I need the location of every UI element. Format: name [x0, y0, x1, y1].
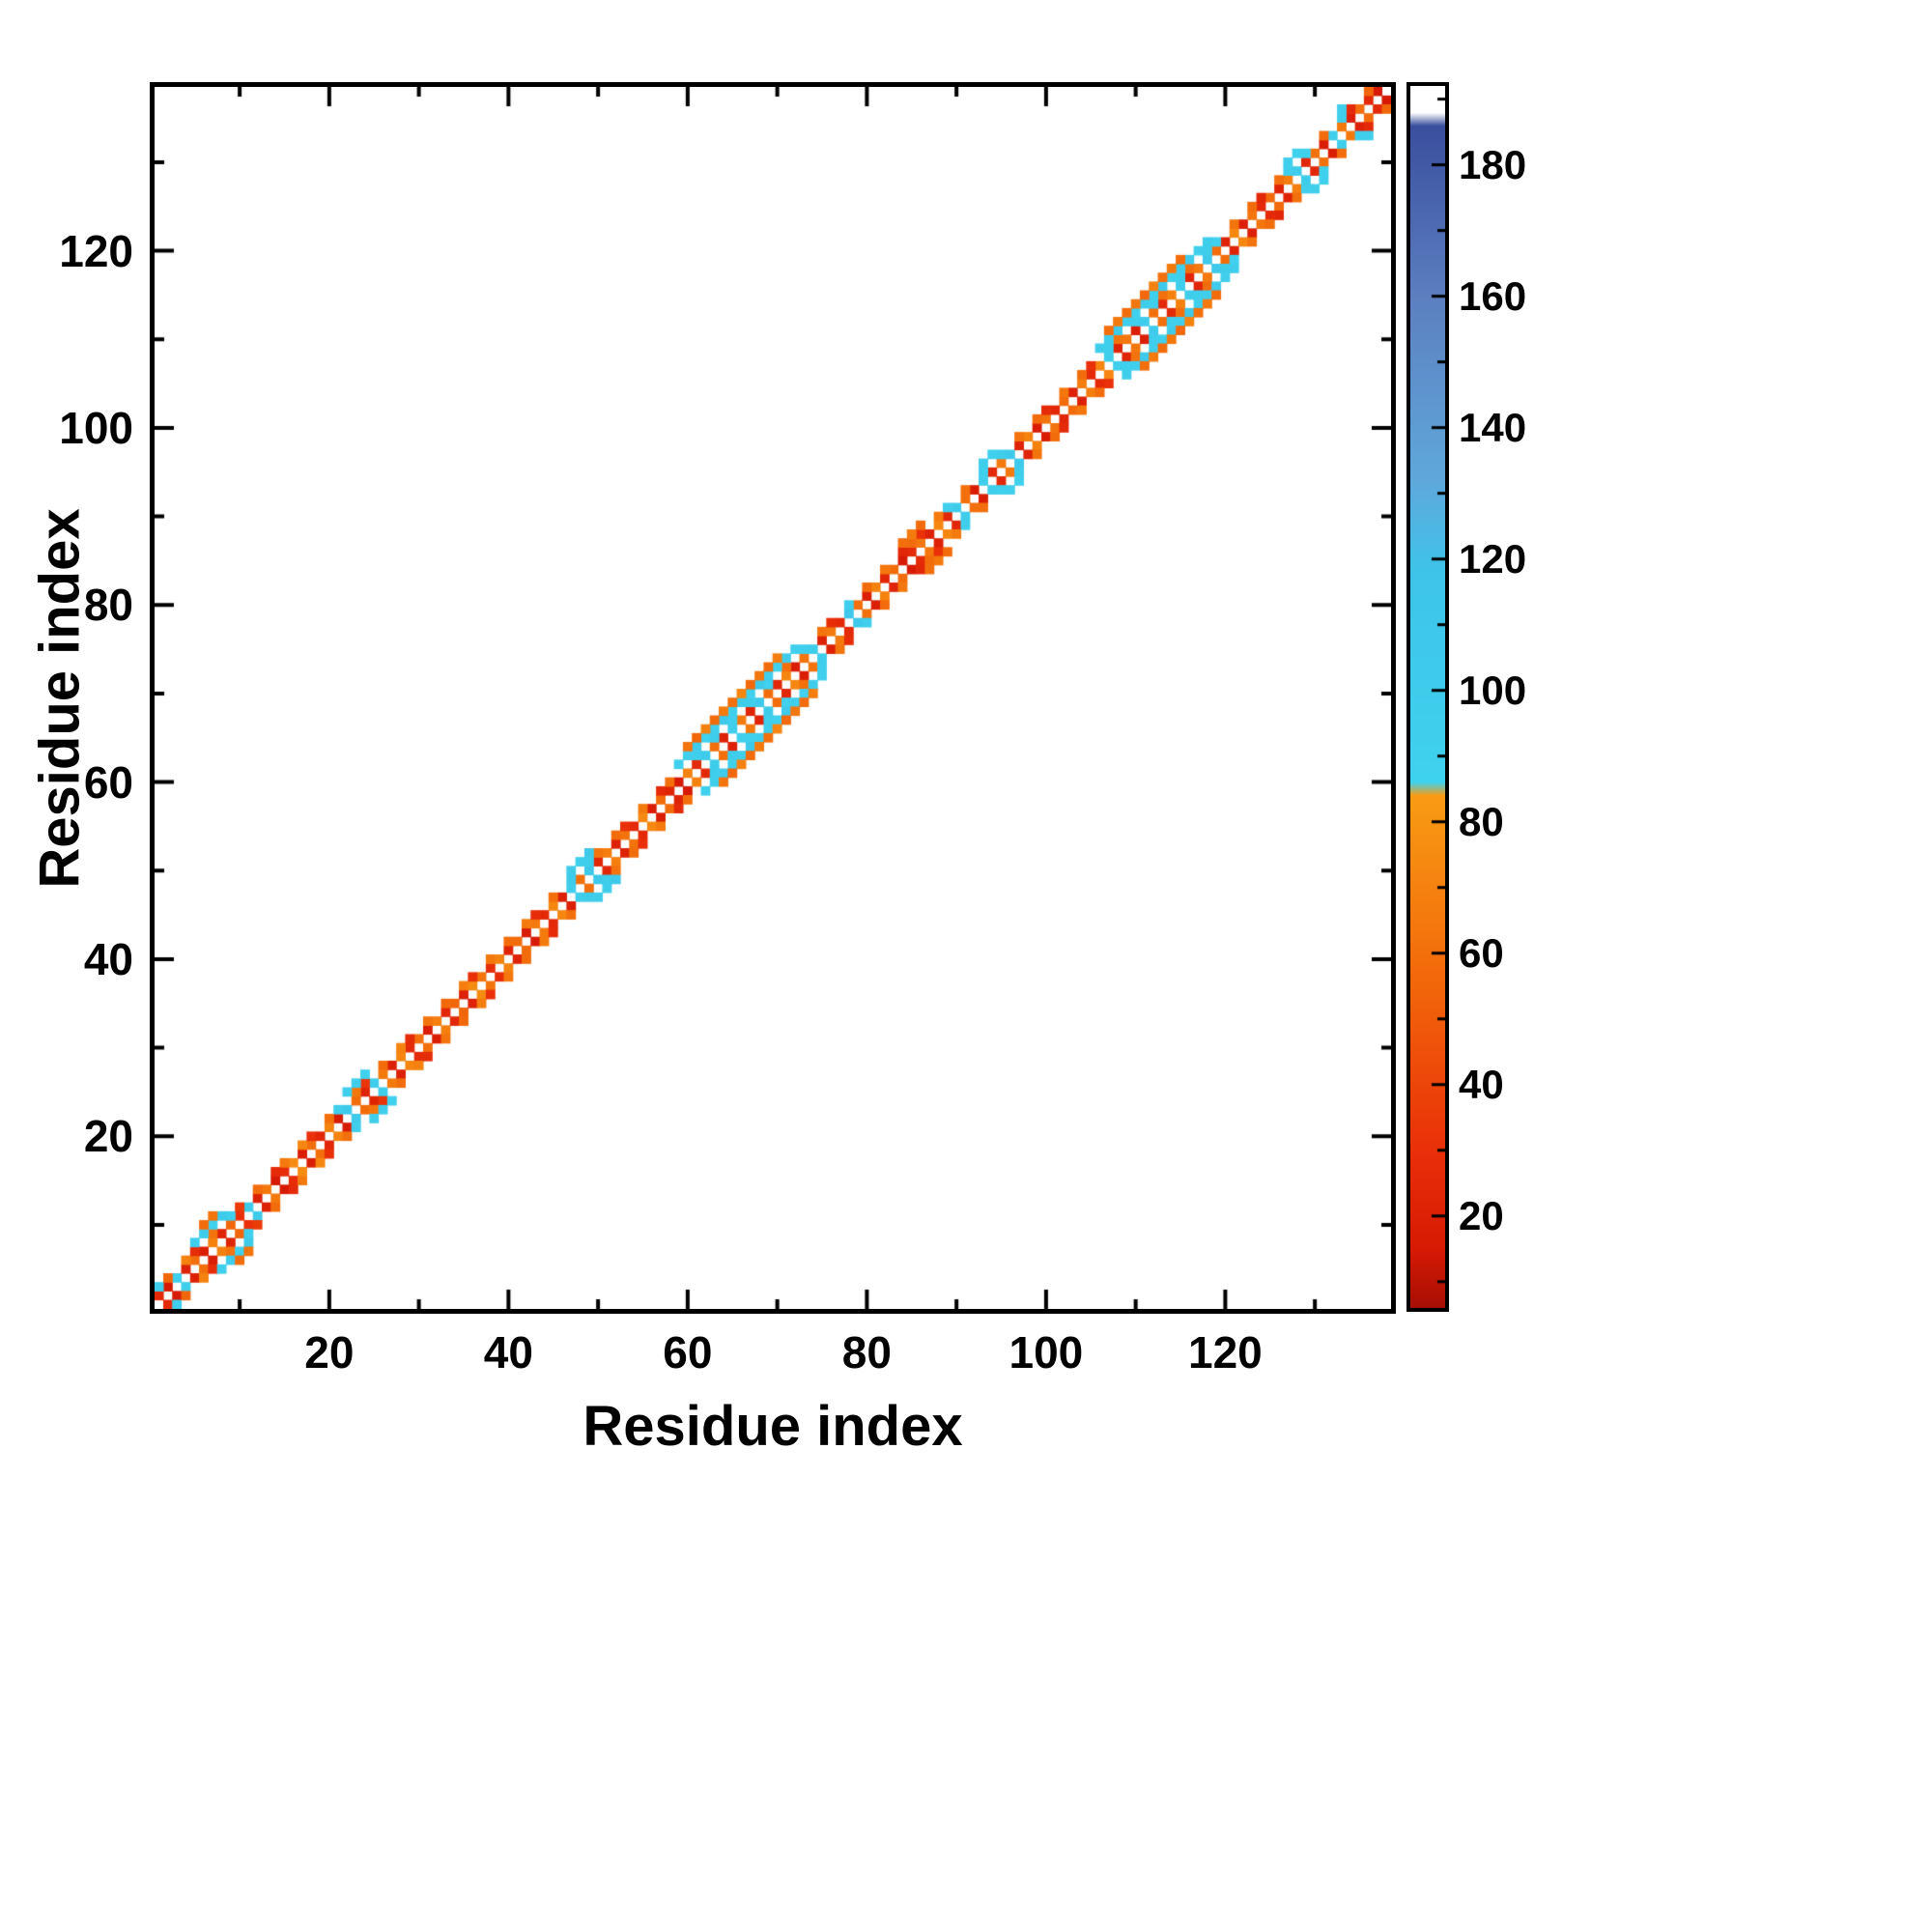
y-tick-label: 80	[83, 580, 133, 631]
colorbar-tick-label: 140	[1459, 404, 1527, 450]
colorbar	[1406, 82, 1449, 1312]
x-tick-label: 20	[304, 1327, 355, 1378]
x-axis-title: Residue index	[582, 1395, 963, 1458]
x-tick-label: 40	[483, 1327, 533, 1378]
colorbar-tick-label: 180	[1459, 141, 1527, 187]
contact-map-heatmap	[155, 87, 1391, 1309]
y-tick-label: 120	[59, 225, 133, 276]
plot-area	[150, 82, 1396, 1314]
colorbar-tick-label: 160	[1459, 272, 1527, 319]
colorbar-tick-label: 20	[1459, 1192, 1504, 1238]
y-tick-label: 60	[83, 756, 133, 808]
colorbar-tick-label: 100	[1459, 667, 1527, 713]
colorbar-tick-label: 40	[1459, 1061, 1504, 1107]
y-axis-title: Residue index	[28, 507, 92, 889]
y-tick-label: 40	[83, 933, 133, 984]
x-tick-label: 60	[663, 1327, 713, 1378]
colorbar-tick-label: 80	[1459, 798, 1504, 844]
x-tick-label: 80	[841, 1327, 892, 1378]
x-tick-label: 120	[1188, 1327, 1263, 1378]
colorbar-tick-label: 120	[1459, 535, 1527, 582]
y-tick-label: 100	[59, 402, 133, 453]
colorbar-gradient	[1410, 86, 1445, 1308]
colorbar-tick-label: 60	[1459, 929, 1504, 976]
y-tick-label: 20	[83, 1111, 133, 1162]
x-tick-label: 100	[1009, 1327, 1084, 1378]
